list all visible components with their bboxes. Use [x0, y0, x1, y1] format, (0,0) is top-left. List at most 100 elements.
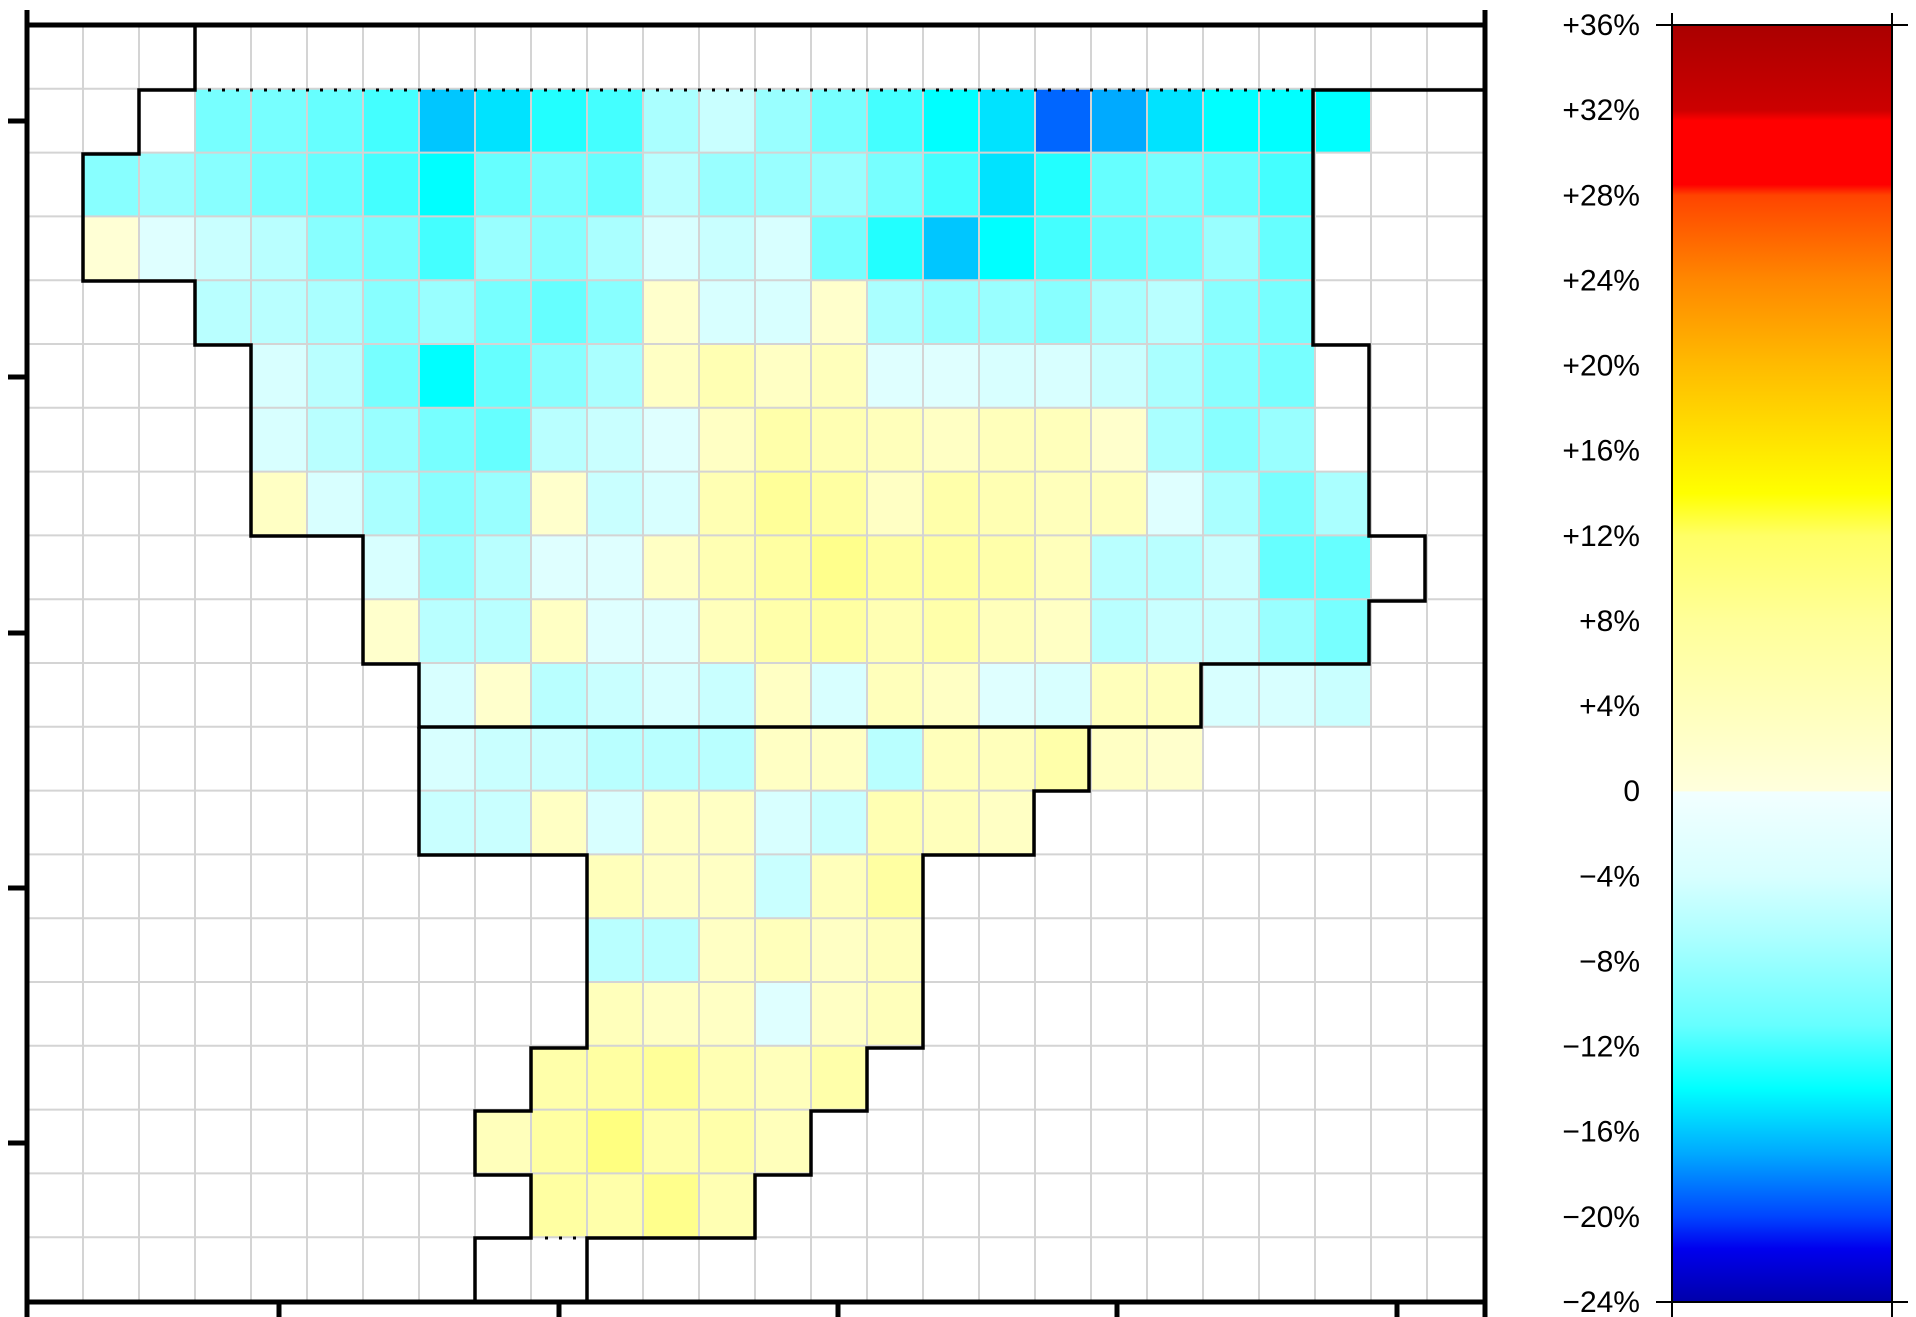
heatmap-cell: [1203, 471, 1259, 536]
heatmap-cell: [811, 471, 867, 536]
heatmap-cell: [1035, 88, 1091, 153]
heatmap-cell: [307, 152, 363, 217]
heatmap-cell: [419, 344, 475, 408]
heatmap-cell: [251, 280, 307, 344]
colorbar-tick-label: +16%: [1562, 435, 1640, 468]
heatmap-cell: [1203, 599, 1259, 663]
heatmap-cell: [531, 88, 587, 153]
heatmap-cell: [251, 344, 307, 408]
heatmap-cell: [643, 344, 699, 408]
heatmap-cell: [811, 344, 867, 408]
heatmap-cell: [1203, 88, 1259, 153]
heatmap-cell: [587, 407, 643, 472]
heatmap-cell: [811, 663, 867, 727]
heatmap-cell: [979, 344, 1035, 408]
heatmap-cell: [419, 663, 475, 727]
heatmap-cell: [1259, 216, 1315, 281]
heatmap-cell: [867, 726, 923, 791]
heatmap-cell: [755, 599, 811, 663]
heatmap-cell: [755, 918, 811, 982]
heatmap-cell: [587, 1045, 643, 1110]
heatmap-cell: [587, 599, 643, 663]
heatmap-cell: [363, 535, 419, 600]
heatmap-cell: [195, 216, 251, 281]
heatmap-cell: [1091, 280, 1147, 344]
colorbar-tick-label: +32%: [1562, 94, 1640, 127]
heatmap-cell: [755, 790, 811, 855]
heatmap-cell: [251, 216, 307, 281]
heatmap-cell: [755, 1109, 811, 1174]
heatmap-cell: [419, 471, 475, 536]
heatmap-cell: [1259, 407, 1315, 472]
heatmap-cell: [1091, 407, 1147, 472]
heatmap-cell: [1091, 599, 1147, 663]
heatmap-cell: [923, 535, 979, 600]
heatmap-cell: [531, 599, 587, 663]
heatmap-cell: [307, 344, 363, 408]
heatmap-cell: [1147, 88, 1203, 153]
heatmap-cell: [867, 407, 923, 472]
heatmap-cell: [363, 88, 419, 153]
heatmap-cell: [1259, 280, 1315, 344]
heatmap-cell: [755, 344, 811, 408]
colorbar-tick-label: −20%: [1562, 1201, 1640, 1234]
heatmap-cell: [699, 535, 755, 600]
heatmap-cell: [195, 152, 251, 217]
heatmap-cell: [1203, 663, 1259, 727]
heatmap-cell: [1035, 344, 1091, 408]
heatmap-cell: [587, 918, 643, 982]
heatmap-cell: [867, 471, 923, 536]
heatmap-cell: [979, 790, 1035, 855]
heatmap-cell: [699, 216, 755, 281]
heatmap-cell: [1035, 216, 1091, 281]
heatmap-cell: [1147, 535, 1203, 600]
heatmap-cell: [699, 407, 755, 472]
heatmap-cell: [1035, 599, 1091, 663]
heatmap-cell: [1091, 216, 1147, 281]
colorbar-tick-label: +4%: [1579, 690, 1640, 723]
heatmap-cell: [475, 790, 531, 855]
heatmap-cell: [419, 407, 475, 472]
heatmap-cell: [699, 1173, 755, 1238]
heatmap-cell: [1091, 726, 1147, 791]
heatmap-cell: [363, 216, 419, 281]
heatmap-cell: [811, 982, 867, 1046]
region-boundary: [81, 25, 1485, 729]
heatmap-cell: [83, 152, 139, 217]
heatmap-cell: [419, 88, 475, 153]
heatmap-cell: [1147, 599, 1203, 663]
heatmap-cell: [811, 918, 867, 982]
heatmap-cell: [531, 407, 587, 472]
heatmap-cell: [1203, 407, 1259, 472]
heatmap-cell: [307, 471, 363, 536]
heatmap-cell: [755, 663, 811, 727]
heatmap-cell: [363, 471, 419, 536]
heatmap-cell: [867, 663, 923, 727]
heatmap-cell: [923, 599, 979, 663]
heatmap-cell: [811, 854, 867, 919]
heatmap-cell: [251, 471, 307, 536]
heatmap-cell: [475, 535, 531, 600]
heatmap-cell: [643, 599, 699, 663]
heatmap-cell: [979, 535, 1035, 600]
heatmap-cell: [699, 1109, 755, 1174]
heatmap-cell: [643, 726, 699, 791]
heatmap-cell: [1035, 152, 1091, 217]
heatmap-cell: [139, 152, 195, 217]
heatmap-cell: [587, 1173, 643, 1238]
heatmap-cell: [979, 280, 1035, 344]
heatmap-cell: [531, 1109, 587, 1174]
heatmap-cell: [643, 407, 699, 472]
heatmap-cell: [811, 535, 867, 600]
heatmap-cell: [531, 1173, 587, 1238]
heatmap-cell: [587, 216, 643, 281]
heatmap-cell: [419, 790, 475, 855]
heatmap-cell: [699, 790, 755, 855]
heatmap-cell: [867, 344, 923, 408]
heatmap-cell: [1035, 535, 1091, 600]
heatmap-cell: [979, 726, 1035, 791]
colorbar-tick-label: +24%: [1562, 264, 1640, 297]
colorbar-gradient: [1671, 24, 1893, 1303]
colorbar-tick-label: +8%: [1579, 605, 1640, 638]
